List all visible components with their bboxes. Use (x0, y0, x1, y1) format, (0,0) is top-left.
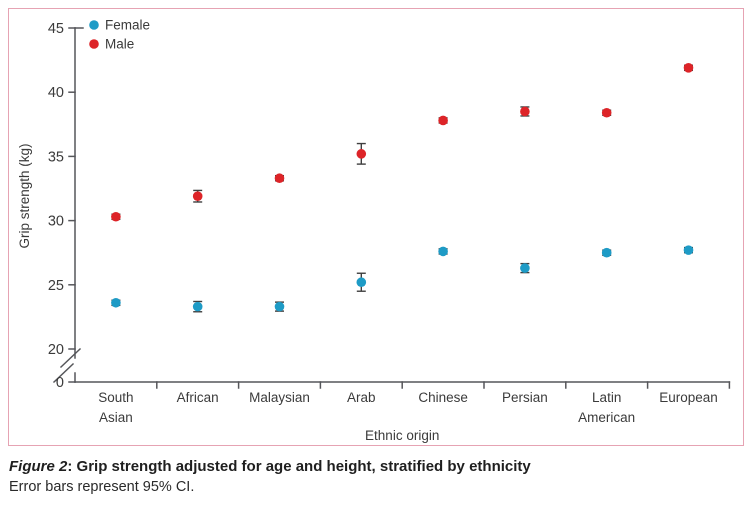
legend-dot-male (89, 39, 99, 49)
data-point-male (683, 63, 694, 73)
category-label: South (98, 390, 133, 405)
data-point-female (356, 277, 367, 288)
y-axis-title: Grip strength (kg) (17, 143, 32, 248)
y-tick-label: 30 (48, 214, 64, 230)
data-point-male (111, 211, 121, 222)
data-point-female (520, 263, 530, 273)
category-label: Persian (502, 390, 548, 405)
data-point-male (601, 107, 612, 118)
data-point-female (192, 301, 203, 312)
figure-title: : Grip strength adjusted for age and hei… (67, 458, 531, 475)
x-axis-title: Ethnic origin (365, 428, 439, 443)
figure-caption: Figure 2: Grip strength adjusted for age… (9, 456, 739, 497)
data-point-female (438, 246, 448, 257)
y-tick-label: 0 (56, 375, 64, 391)
y-tick-label: 20 (48, 342, 64, 358)
axis-break-slash (52, 362, 75, 384)
figure-label: Figure 2 (9, 458, 68, 475)
legend-dot-female (89, 20, 99, 30)
figure-panel: 45 40 35 30 25 20 0 South Asian African Malaysian A… (8, 8, 744, 446)
data-point-female (274, 301, 285, 312)
y-tick-label: 40 (48, 85, 64, 101)
figure-note: Error bars represent 95% CI. (9, 479, 195, 495)
category-label: Arab (347, 390, 376, 405)
data-point-male (192, 191, 203, 202)
data-point-male (274, 173, 285, 184)
category-label: Malaysian (249, 390, 310, 405)
category-label: Chinese (418, 390, 468, 405)
category-label: American (578, 410, 635, 425)
axis-break-slash (59, 347, 82, 369)
category-label: European (659, 390, 718, 405)
y-tick-label: 35 (48, 149, 64, 165)
data-point-male (356, 149, 367, 159)
legend-label-male: Male (105, 37, 134, 52)
data-point-male (438, 115, 448, 126)
category-label: Latin (592, 390, 621, 405)
y-tick-label: 25 (48, 278, 64, 294)
data-point-female (111, 297, 121, 308)
data-point-female (601, 247, 612, 258)
y-tick-label: 45 (48, 21, 64, 37)
figure-title-line: Figure 2: Grip strength adjusted for age… (9, 456, 739, 477)
category-label: African (177, 390, 219, 405)
category-label: Asian (99, 410, 133, 425)
data-point-male (520, 106, 530, 117)
legend-label-female: Female (105, 18, 150, 33)
grip-strength-chart: 45 40 35 30 25 20 0 South Asian African Malaysian A… (17, 18, 731, 443)
data-point-female (683, 245, 694, 255)
